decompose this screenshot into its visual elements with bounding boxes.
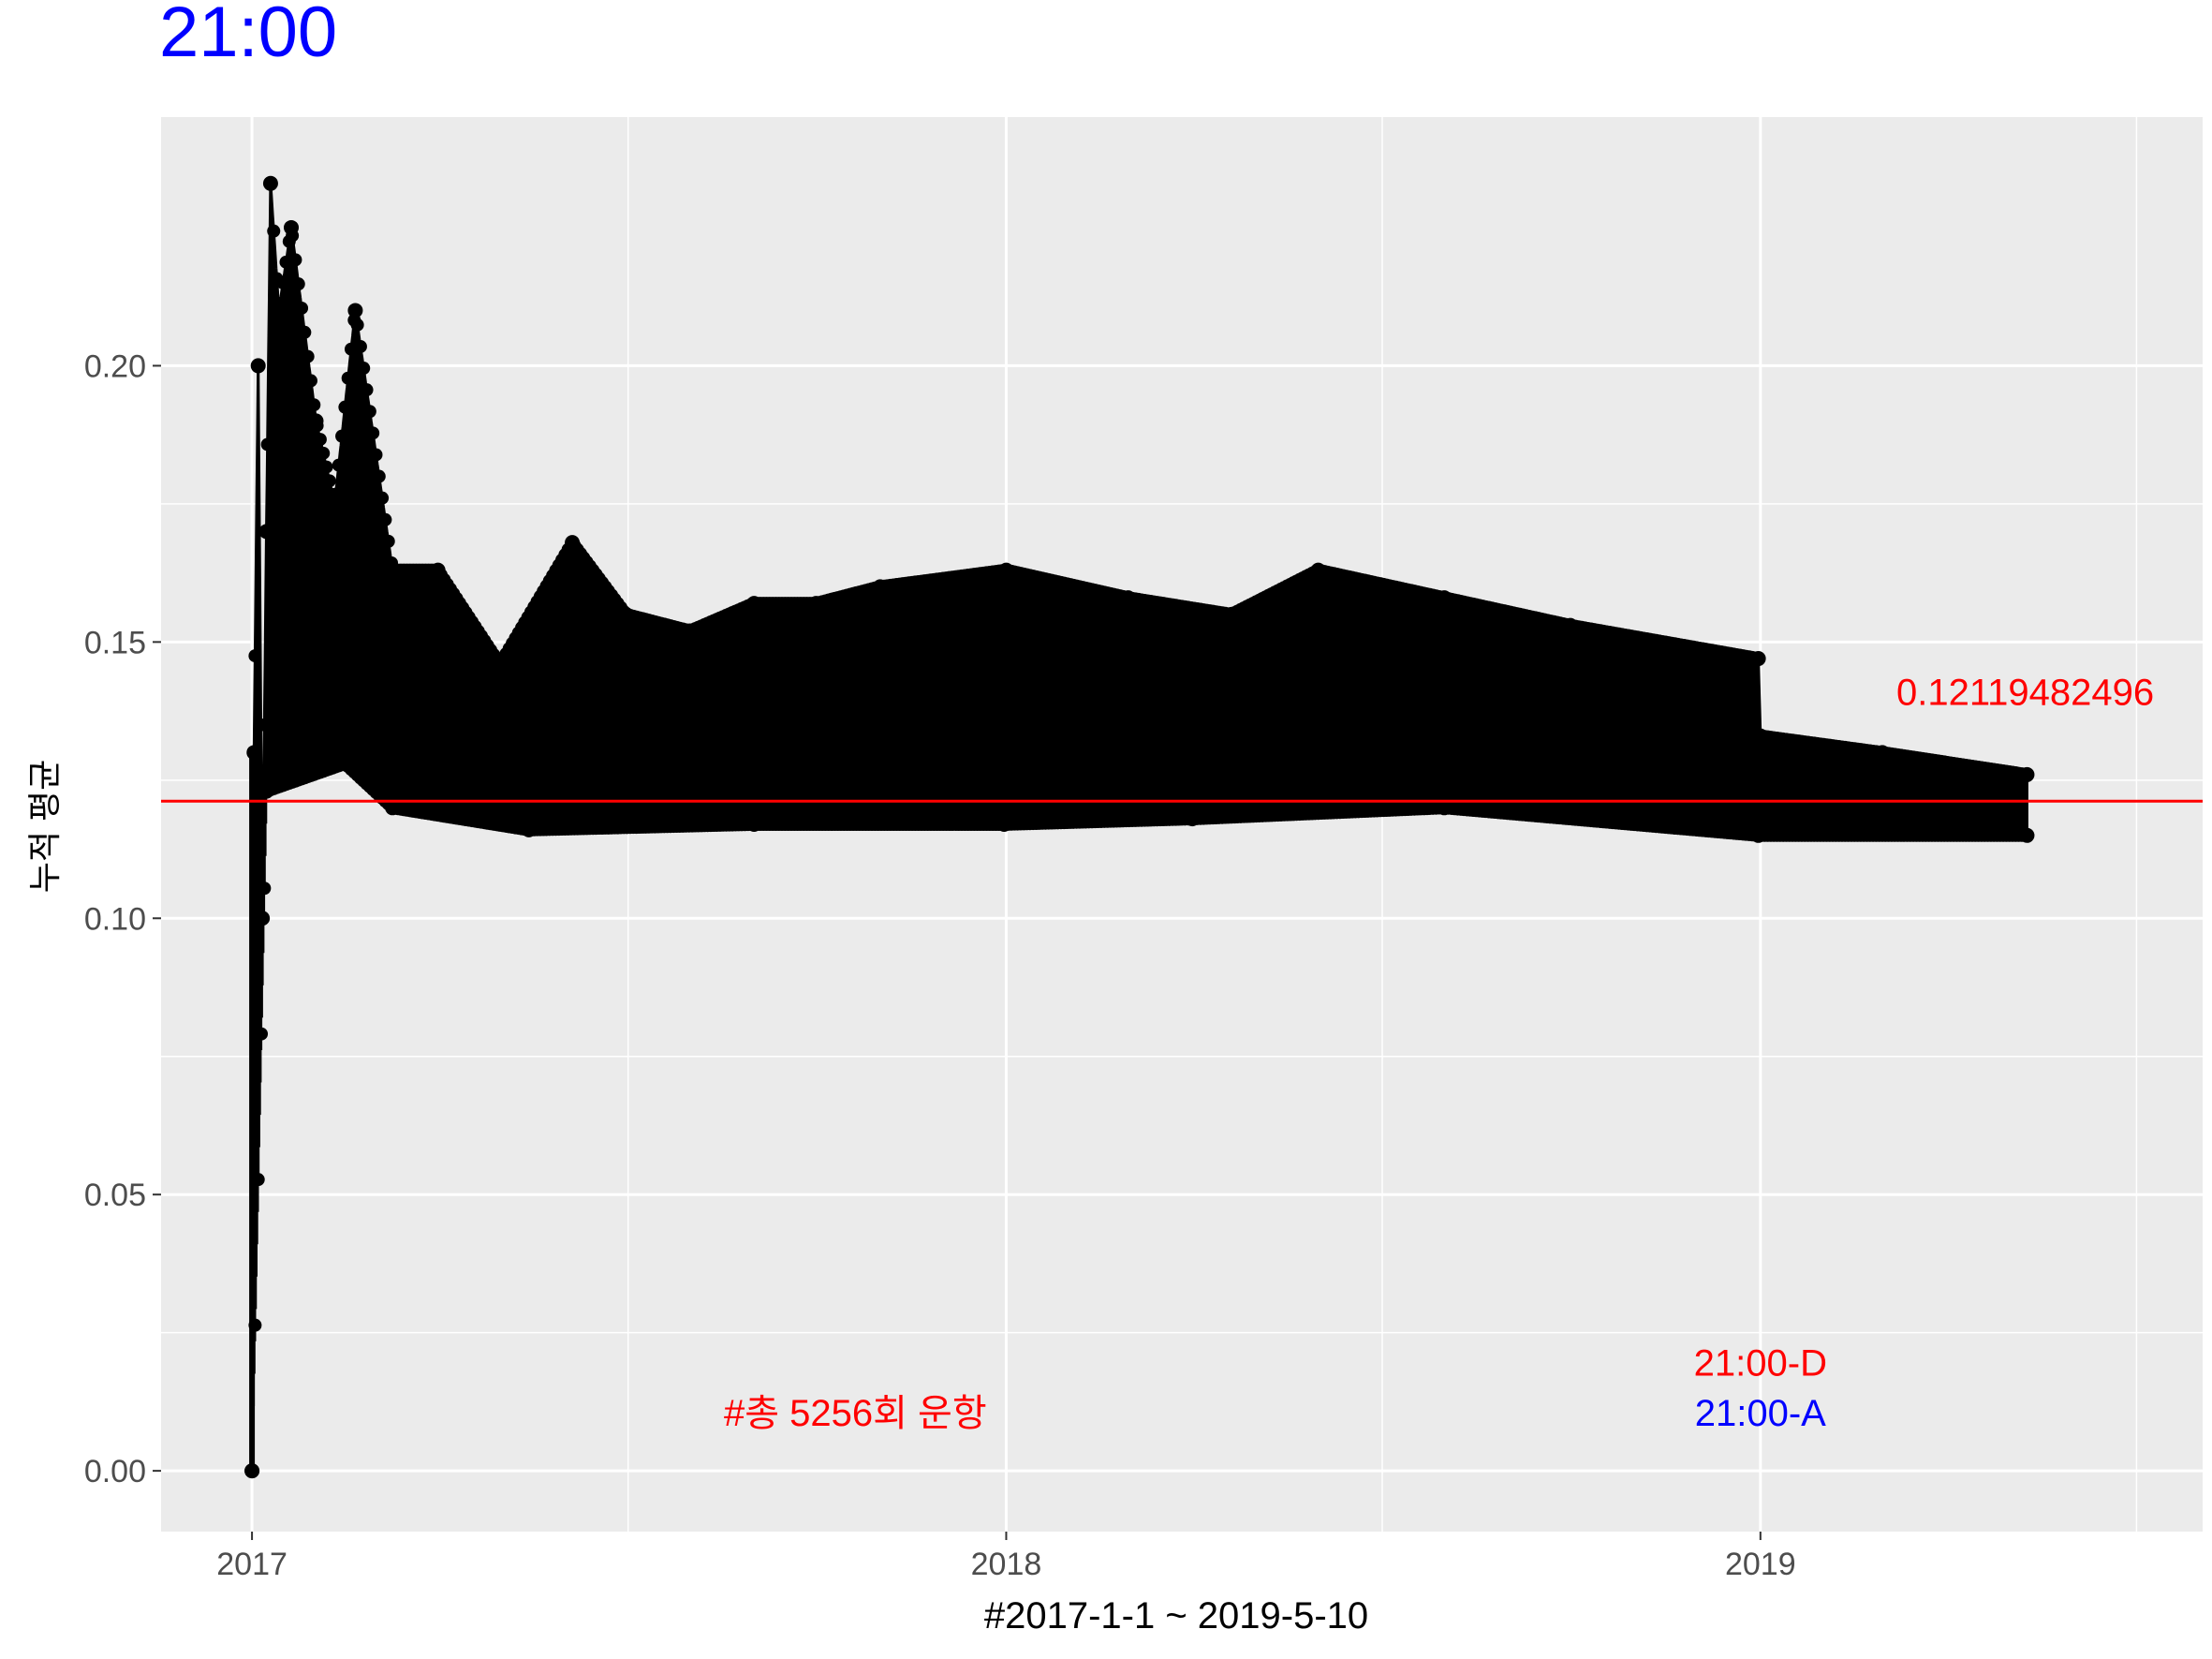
series-point xyxy=(372,469,386,483)
y-tick-label: 0.10 xyxy=(84,901,146,937)
legend-label-arrival: 21:00-A xyxy=(1695,1393,1826,1434)
series-point xyxy=(1752,728,1768,744)
series-point xyxy=(267,224,281,238)
series-point xyxy=(2019,766,2035,782)
series-point xyxy=(298,325,312,339)
series-point xyxy=(1120,590,1136,606)
series-point xyxy=(1750,827,1766,843)
series-point xyxy=(250,358,266,374)
series-point xyxy=(255,773,269,787)
series-point xyxy=(258,718,272,732)
series-point xyxy=(746,596,762,612)
series-point xyxy=(381,534,395,548)
series-point xyxy=(251,1173,265,1187)
series-point xyxy=(308,413,324,429)
y-tick-label: 0.00 xyxy=(84,1454,146,1489)
series-point xyxy=(332,458,346,472)
x-axis-title: #2017-1-1 ~ 2019-5-10 xyxy=(984,1595,1368,1637)
series-point xyxy=(366,426,380,440)
y-tick-label: 0.05 xyxy=(84,1178,146,1213)
series-point xyxy=(288,253,302,267)
reference-value-label: 0.12119482496 xyxy=(1896,673,2154,714)
series-point xyxy=(1562,617,1578,633)
series-point xyxy=(808,596,824,612)
series-point xyxy=(682,623,698,639)
series-point xyxy=(322,474,336,488)
series-point xyxy=(1437,590,1453,606)
y-tick-label: 0.15 xyxy=(84,625,146,660)
series-point xyxy=(1750,651,1766,667)
series-point xyxy=(376,491,390,505)
series-point xyxy=(492,656,508,672)
x-tick-label: 2019 xyxy=(1725,1547,1796,1582)
series-point xyxy=(357,362,371,376)
series-point xyxy=(350,318,364,332)
x-tick-label: 2017 xyxy=(216,1547,288,1582)
series-point xyxy=(385,562,401,578)
series-point xyxy=(338,400,352,414)
series-point xyxy=(360,383,374,397)
series-point xyxy=(258,881,272,896)
series-point xyxy=(260,437,274,452)
series-point xyxy=(319,460,333,474)
series-point xyxy=(291,277,305,291)
series-point xyxy=(327,496,343,511)
series-point xyxy=(301,349,315,363)
series-point xyxy=(996,817,1012,832)
series-point xyxy=(618,606,634,622)
series-point xyxy=(262,175,278,191)
series-point xyxy=(258,524,274,540)
series-point xyxy=(295,301,309,315)
series-point xyxy=(378,512,392,526)
y-axis: 0.00 0.05 0.10 0.15 0.20 xyxy=(84,348,161,1489)
series-point xyxy=(521,822,537,837)
legend-label-departure: 21:00-D xyxy=(1694,1343,1827,1385)
series-point xyxy=(565,535,581,551)
series-point xyxy=(872,579,888,595)
series-point xyxy=(1185,811,1201,827)
series-point xyxy=(1874,745,1890,761)
chart-title: 21:00 xyxy=(159,0,337,72)
series-point xyxy=(276,275,290,289)
series-point xyxy=(1223,606,1239,622)
y-tick-label: 0.20 xyxy=(84,348,146,384)
x-axis: 2017 2018 2019 xyxy=(216,1532,1796,1582)
series-point xyxy=(998,562,1014,578)
series-point xyxy=(369,448,383,462)
series-point xyxy=(303,374,317,388)
series-point xyxy=(258,783,274,799)
series-layer xyxy=(244,175,2035,1479)
series-point xyxy=(353,339,367,353)
series-point xyxy=(347,303,363,318)
series-point xyxy=(2019,827,2035,843)
series-point xyxy=(271,303,287,318)
x-tick-label: 2018 xyxy=(971,1547,1042,1582)
series-point xyxy=(284,219,300,235)
series-point xyxy=(362,405,376,419)
series-point xyxy=(248,649,262,663)
series-point xyxy=(313,433,327,447)
series-point xyxy=(341,371,355,385)
series-point xyxy=(335,429,349,443)
series-point xyxy=(307,398,321,412)
series-point xyxy=(337,756,353,772)
series-point xyxy=(317,446,331,460)
annotation-total-flights: #총 5256회 운항 xyxy=(724,1393,987,1434)
series-point xyxy=(255,1027,269,1041)
series-point xyxy=(1310,562,1326,578)
series-point xyxy=(430,562,446,578)
series-point xyxy=(255,911,271,926)
series-point xyxy=(746,817,762,832)
y-axis-title: 누적 평균 xyxy=(25,760,64,893)
series-point xyxy=(1437,800,1453,816)
series-point xyxy=(385,800,401,816)
